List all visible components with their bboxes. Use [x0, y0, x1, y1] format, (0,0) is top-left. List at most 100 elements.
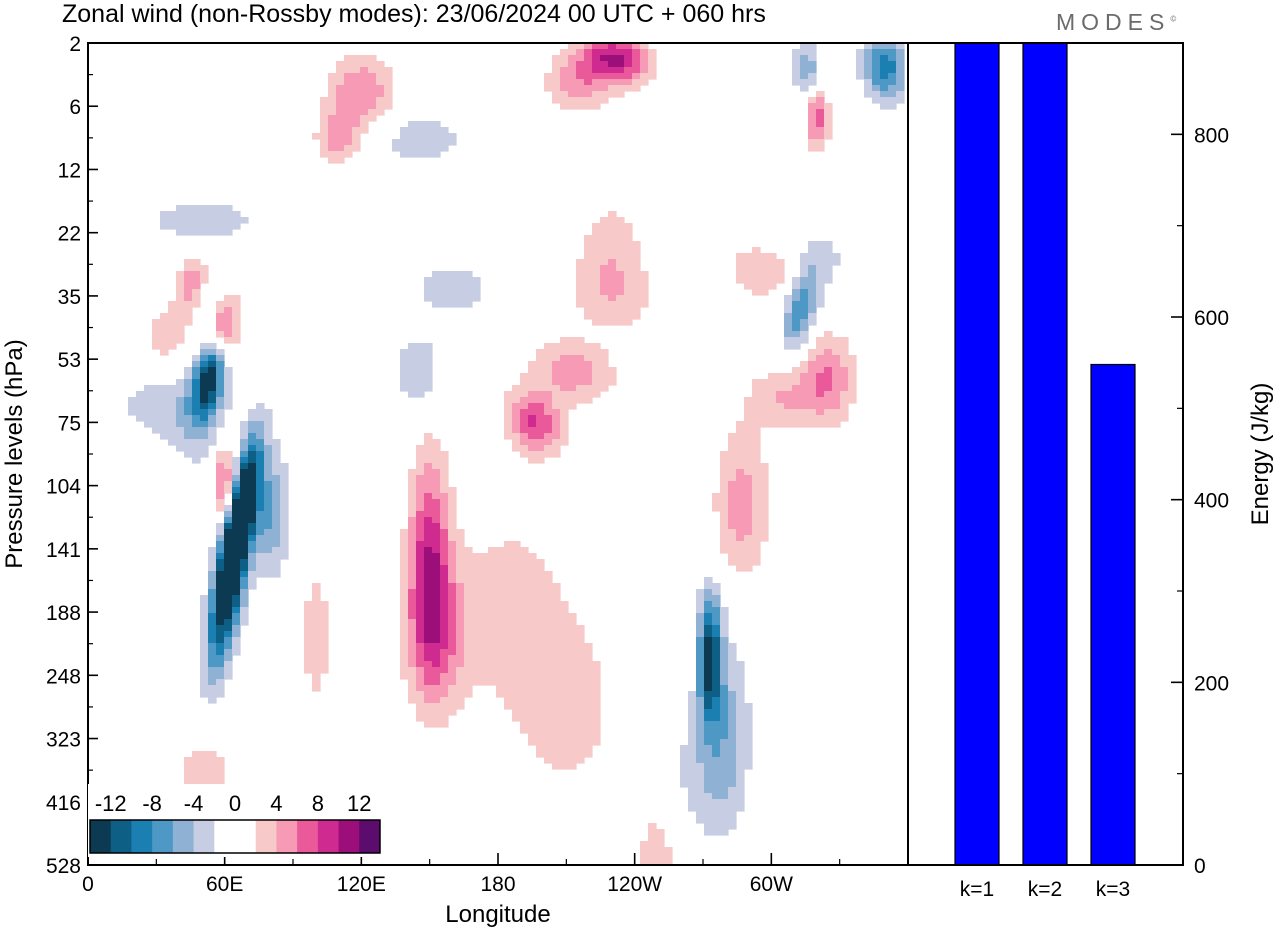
contour-cell — [272, 493, 281, 500]
contour-cell — [368, 67, 393, 74]
contour-cell — [464, 607, 569, 614]
contour-cell — [448, 685, 473, 692]
contour-cell — [448, 613, 457, 620]
contour-cell — [424, 517, 433, 524]
contour-cell — [720, 697, 729, 704]
contour-cell — [400, 373, 433, 380]
contour-cell — [560, 103, 601, 110]
contour-cell — [808, 241, 833, 248]
contour-cell — [224, 619, 233, 626]
contour-cell — [736, 709, 753, 716]
contour-cell — [544, 409, 561, 416]
colorbar-swatch — [110, 820, 132, 853]
contour-cell — [256, 403, 265, 410]
contour-cell — [880, 73, 889, 80]
contour-cell — [200, 679, 209, 686]
contour-cell — [552, 67, 561, 74]
contour-cell — [888, 85, 905, 92]
contour-cell — [184, 763, 225, 770]
contour-cell — [416, 685, 449, 692]
contour-cell — [184, 295, 193, 302]
y-tick-label: 22 — [58, 223, 81, 246]
contour-cell — [808, 265, 817, 272]
contour-cell — [744, 403, 785, 410]
contour-cell — [208, 571, 217, 578]
contour-cell — [232, 607, 241, 614]
contour-cell — [720, 751, 737, 758]
contour-cell — [512, 427, 521, 434]
contour-cell — [456, 589, 465, 596]
contour-cell — [168, 439, 217, 446]
contour-cell — [448, 637, 457, 644]
contour-cell — [752, 493, 769, 500]
contour-cell — [352, 139, 361, 146]
contour-cell — [192, 403, 201, 410]
contour-cell — [696, 637, 705, 644]
colorbar-swatch — [193, 820, 215, 853]
contour-cell — [808, 295, 817, 302]
contour-cell — [600, 289, 625, 296]
contour-cell — [736, 421, 841, 428]
contour-cell — [552, 763, 577, 770]
contour-cell — [224, 547, 249, 554]
contour-cell — [208, 679, 217, 686]
y-tick-label: 528 — [46, 855, 81, 878]
contour-cell — [728, 703, 737, 710]
contour-cell — [224, 517, 233, 524]
contour-cell — [712, 655, 721, 662]
contour-cell — [728, 487, 753, 494]
contour-cell — [416, 595, 425, 602]
contour-cell — [544, 73, 561, 80]
contour-cell — [240, 445, 249, 452]
contour-cell — [256, 433, 265, 440]
contour-cell — [208, 643, 217, 650]
contour-cell — [208, 391, 217, 398]
contour-cell — [576, 277, 601, 284]
contour-cell — [400, 643, 409, 650]
contour-cell — [736, 769, 745, 776]
contour-cell — [720, 679, 729, 686]
contour-cell — [728, 709, 737, 716]
contour-cell — [216, 349, 225, 356]
contour-cell — [688, 697, 697, 704]
y-tick-label: 35 — [58, 286, 81, 309]
contour-cell — [592, 229, 633, 236]
contour-cell — [248, 415, 273, 422]
contour-cell — [416, 571, 425, 578]
contour-cell — [792, 55, 801, 62]
contour-cell — [736, 469, 745, 476]
contour-cell — [312, 595, 321, 602]
contour-cell — [416, 493, 425, 500]
contour-cell — [224, 505, 233, 512]
contour-cell — [736, 757, 753, 764]
contour-cell — [192, 385, 201, 392]
contour-cell — [224, 337, 241, 344]
contour-cell — [232, 319, 241, 326]
contour-cell — [400, 667, 417, 674]
contour-cell — [168, 307, 193, 314]
contour-cell — [424, 559, 441, 566]
contour-cell — [520, 415, 529, 422]
contour-cell — [456, 583, 465, 590]
contour-cell — [752, 379, 801, 386]
contour-cell — [184, 427, 209, 434]
contour-cell — [416, 631, 425, 638]
contour-cell — [184, 451, 209, 458]
contour-cell — [400, 541, 409, 548]
contour-cell — [736, 733, 753, 740]
contour-cell — [448, 523, 457, 530]
contour-cell — [824, 391, 841, 398]
contour-cell — [456, 607, 465, 614]
contour-cell — [896, 91, 905, 98]
contour-cell — [448, 517, 457, 524]
contour-cell — [408, 487, 417, 494]
contour-cell — [184, 367, 193, 374]
contour-cell — [136, 415, 177, 422]
contour-cell — [248, 535, 257, 542]
contour-cell — [680, 781, 705, 788]
contour-cell — [496, 691, 601, 698]
contour-cell — [720, 715, 729, 722]
contour-cell — [176, 421, 193, 428]
contour-cell — [424, 643, 449, 650]
contour-cell — [416, 589, 425, 596]
